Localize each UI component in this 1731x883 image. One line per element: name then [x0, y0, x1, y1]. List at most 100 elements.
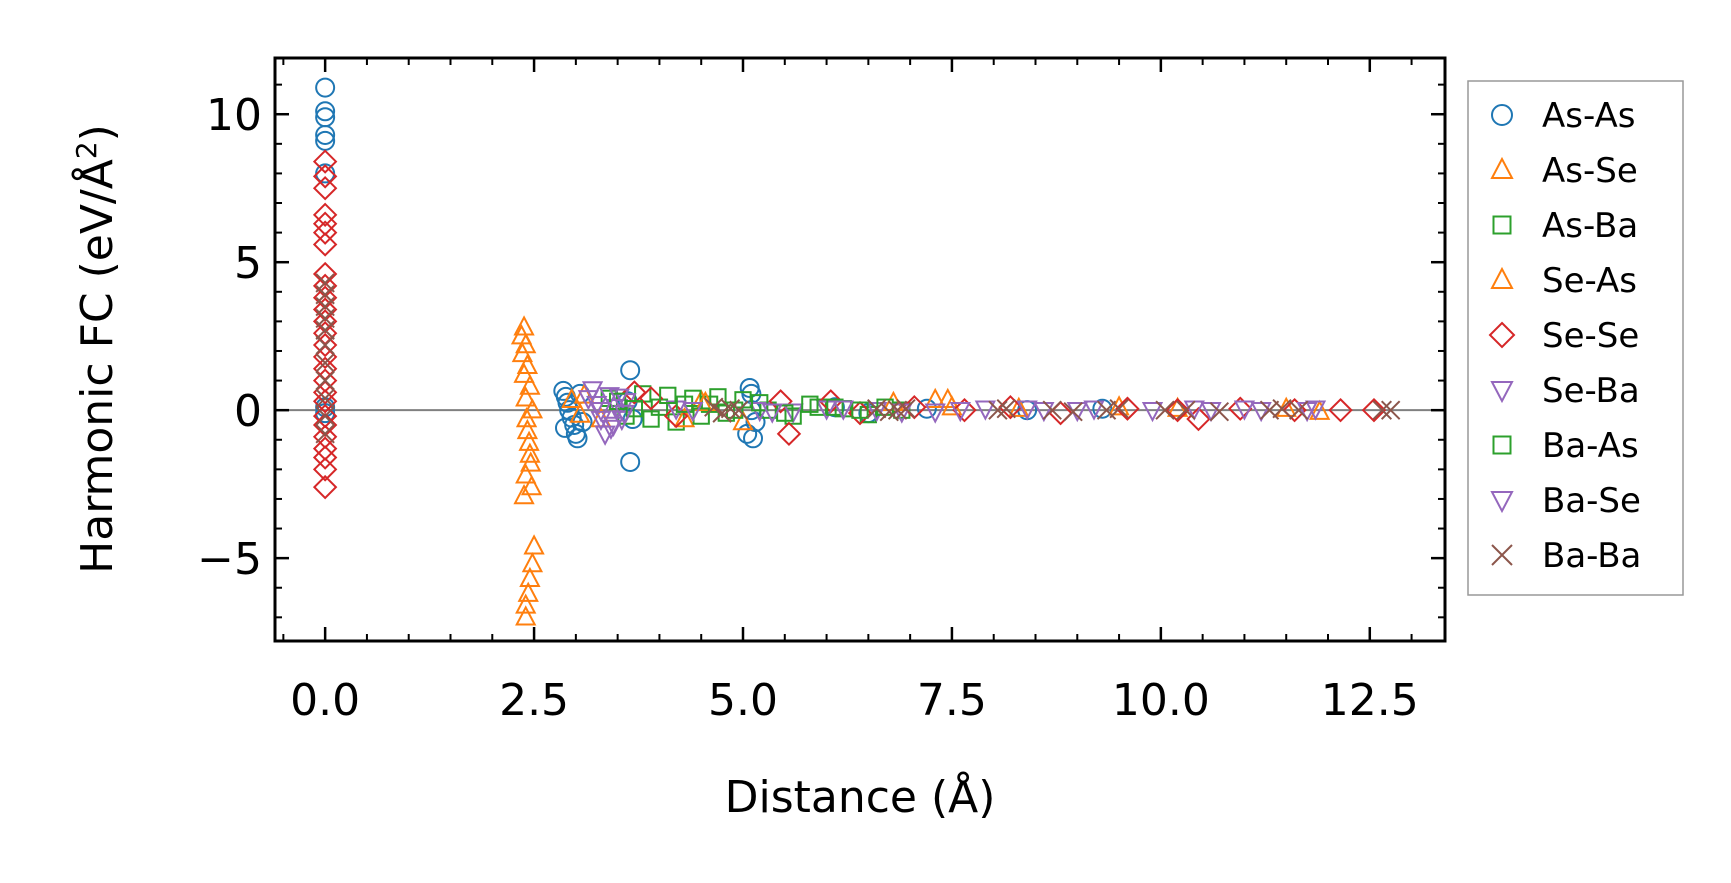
data-point — [751, 394, 769, 412]
legend-marker — [1492, 215, 1512, 235]
legend: As-As As-Se As-Ba Se-As Se-Se Se-Ba Ba-As Ba-Se… — [1467, 80, 1684, 596]
data-point — [620, 360, 641, 381]
data-point — [312, 389, 338, 414]
series-se-as — [510, 324, 1331, 496]
data-point — [554, 417, 575, 438]
legend-item: Se-Se — [1488, 316, 1639, 356]
data-point — [625, 400, 644, 418]
y-axis-label-close: ) — [72, 124, 123, 141]
data-point — [518, 430, 540, 451]
data-point — [1233, 400, 1256, 421]
legend-marker — [1491, 104, 1513, 126]
data-point — [1092, 398, 1113, 419]
data-point — [1372, 400, 1393, 420]
data-point — [515, 605, 537, 626]
data-point — [519, 374, 541, 395]
legend-item: Ba-As — [1492, 426, 1639, 466]
legend-label: As-As — [1542, 96, 1635, 136]
data-point — [312, 309, 338, 334]
legend-label: As-Se — [1542, 151, 1638, 191]
data-point — [515, 593, 537, 614]
legend-label: Ba-Ba — [1542, 536, 1641, 576]
data-point — [1228, 396, 1253, 421]
data-point — [613, 404, 635, 426]
data-point — [1155, 400, 1175, 420]
y-axis-label-main: Harmonic FC (eV/Å — [70, 159, 123, 574]
legend-marker — [1490, 156, 1514, 179]
data-point — [782, 403, 804, 424]
legend-item: As-Ba — [1492, 206, 1638, 246]
data-point — [312, 164, 338, 189]
x-tick-label: 5.0 — [708, 675, 778, 726]
data-point — [1141, 401, 1164, 423]
data-point — [511, 341, 534, 363]
data-point — [312, 202, 338, 228]
data-point — [312, 445, 338, 470]
data-point — [879, 401, 899, 422]
x-tick-label: 12.5 — [1321, 675, 1419, 726]
data-point — [312, 457, 338, 482]
data-point — [937, 387, 959, 409]
data-point — [826, 398, 844, 416]
data-point — [801, 395, 819, 413]
legend-item: Ba-Ba — [1491, 536, 1641, 576]
data-point — [988, 400, 1008, 420]
data-point — [315, 335, 335, 355]
legend-item: Se-Ba — [1490, 371, 1640, 411]
data-point — [312, 211, 338, 236]
data-point — [515, 406, 538, 428]
data-point — [315, 388, 335, 409]
y-tick-label: 5 — [234, 238, 262, 289]
legend-marker — [1491, 544, 1513, 566]
data-point — [590, 401, 612, 423]
data-point — [312, 474, 338, 500]
data-point — [1308, 399, 1331, 420]
data-point — [682, 401, 704, 423]
data-point — [312, 285, 338, 310]
y-axis-label-sup: 2 — [70, 141, 103, 159]
data-point — [692, 407, 710, 425]
data-point — [768, 389, 793, 414]
data-point — [520, 475, 543, 496]
data-point — [1008, 396, 1030, 417]
data-point — [519, 442, 541, 463]
data-point — [510, 324, 533, 345]
legend-label: Ba-As — [1542, 426, 1639, 466]
data-point — [642, 410, 660, 428]
data-point — [513, 315, 535, 336]
legend-marker — [1490, 266, 1514, 289]
data-point — [515, 386, 537, 407]
series-as-ba — [600, 385, 911, 431]
data-point — [743, 428, 764, 449]
data-point — [315, 101, 336, 122]
y-tick-label: 10 — [206, 90, 262, 141]
data-point — [949, 401, 971, 423]
data-point — [761, 403, 783, 424]
x-tick-label: 7.5 — [917, 675, 987, 726]
data-point — [1209, 401, 1230, 422]
data-point — [315, 124, 336, 145]
legend-label: Se-As — [1542, 261, 1637, 301]
data-point — [867, 398, 887, 419]
data-point — [312, 273, 338, 299]
data-point — [887, 400, 908, 420]
data-point — [638, 386, 664, 411]
data-point — [673, 406, 696, 428]
data-point — [561, 387, 583, 409]
data-point — [896, 398, 916, 419]
x-axis-label: Distance (Å) — [725, 770, 996, 823]
data-point — [1042, 400, 1062, 420]
data-point — [312, 232, 338, 257]
x-tick-label: 0.0 — [290, 675, 360, 726]
data-point — [312, 332, 338, 358]
data-point — [1272, 398, 1292, 419]
data-point — [1361, 397, 1387, 423]
data-point — [520, 451, 542, 472]
data-point — [521, 398, 544, 419]
legend-label: Se-Ba — [1542, 371, 1640, 411]
series-ba-as — [608, 386, 894, 428]
x-tick-label: 2.5 — [499, 675, 569, 726]
data-point — [312, 261, 338, 287]
data-point — [315, 406, 335, 426]
